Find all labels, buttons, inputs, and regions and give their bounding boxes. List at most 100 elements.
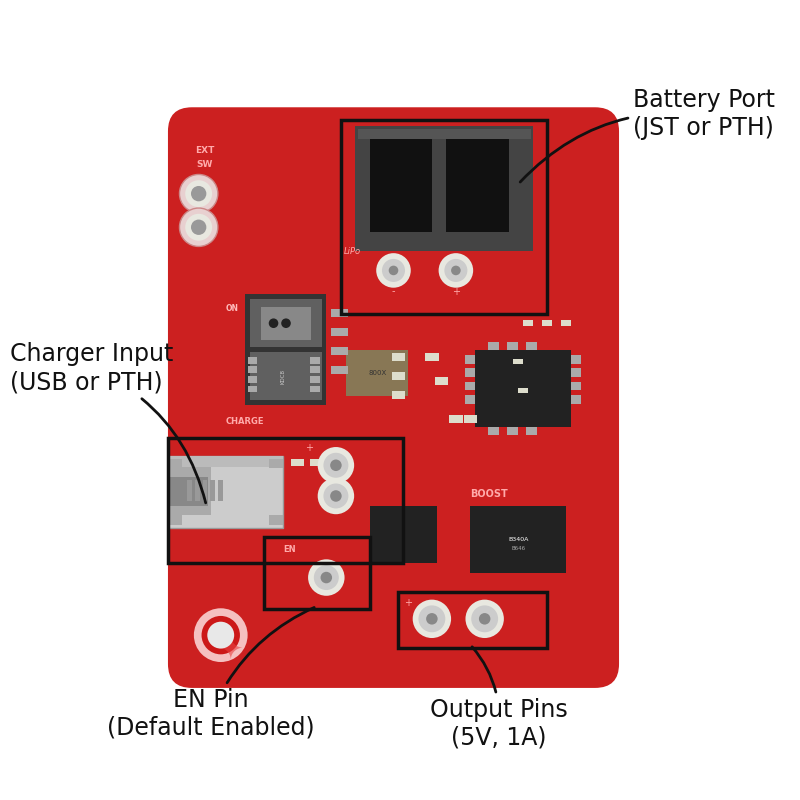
Bar [210,480,215,501]
Text: Output Pins
(5V, 1A): Output Pins (5V, 1A) [430,647,568,750]
Circle shape [282,318,291,328]
Bar [331,328,348,336]
Bar [526,342,538,350]
Bar [291,458,304,466]
Bar [299,442,371,524]
Text: Battery Port
(JST or PTH): Battery Port (JST or PTH) [520,88,775,182]
Bar [391,391,405,399]
Text: SW: SW [196,160,213,170]
Bar [523,320,533,326]
Circle shape [191,219,206,235]
Bar [248,357,258,363]
Text: +: + [305,443,313,453]
Circle shape [451,266,461,275]
Bar [514,358,523,365]
Bar [466,368,475,377]
Text: EXT: EXT [194,146,214,155]
Bar [331,366,348,374]
Bar [168,438,403,563]
Circle shape [194,608,248,662]
Bar [526,427,538,434]
Circle shape [413,600,451,638]
Circle shape [443,131,497,185]
Circle shape [202,616,240,654]
Bar [370,136,432,232]
Circle shape [479,613,490,625]
Text: ON: ON [226,304,239,314]
Bar [370,506,437,563]
Circle shape [330,490,342,502]
Bar [218,480,222,501]
Text: -: - [546,598,549,609]
Bar [278,542,365,605]
Bar [506,342,518,350]
Bar [310,386,319,392]
Bar [248,376,258,382]
Bar [168,467,211,515]
Text: EN: EN [283,546,296,554]
Text: 800X: 800X [368,370,386,376]
Bar [346,350,408,396]
Circle shape [389,266,398,275]
Bar [571,395,581,404]
Bar [470,506,566,573]
Circle shape [323,453,348,478]
Circle shape [191,186,206,202]
Circle shape [314,565,338,590]
Bar [446,136,509,232]
Bar [264,538,370,610]
Bar [168,515,182,525]
Bar [391,372,405,380]
Circle shape [318,478,354,514]
Bar [562,320,571,326]
Bar [195,480,200,501]
Bar [250,299,322,347]
Bar [310,366,319,373]
Bar [331,309,348,317]
Circle shape [186,180,212,207]
Text: LiPo: LiPo [344,246,361,256]
Bar [269,515,283,525]
Bar [487,342,499,350]
Circle shape [451,139,490,178]
Bar [310,458,323,466]
Bar [399,594,548,644]
Bar [475,350,571,427]
Circle shape [269,318,278,328]
Text: Charger Input
(USB or PTH): Charger Input (USB or PTH) [10,342,206,503]
Text: -: - [392,286,395,297]
Bar [310,357,319,363]
Circle shape [179,208,218,246]
FancyBboxPatch shape [168,107,619,688]
Bar [168,458,182,468]
Bar [310,376,319,382]
Circle shape [426,613,438,625]
Text: KDC8: KDC8 [281,369,286,383]
Bar [168,477,208,506]
Circle shape [382,259,405,282]
Bar [258,352,310,400]
Circle shape [438,253,473,288]
Bar [463,415,477,423]
Bar [331,347,348,355]
Circle shape [457,145,484,171]
Bar [434,377,448,385]
Bar [398,592,547,648]
Bar [571,382,581,390]
Bar [466,395,475,404]
Bar [391,353,405,361]
Text: CHARGE: CHARGE [226,417,264,426]
Circle shape [179,174,218,213]
Circle shape [308,559,345,596]
Bar [355,126,533,251]
Circle shape [418,606,446,632]
Bar [506,427,518,434]
Bar [466,382,475,390]
Bar [248,366,258,373]
Bar [250,352,322,400]
Bar [168,456,283,528]
Circle shape [466,600,504,638]
Circle shape [323,483,348,509]
Bar [425,353,438,361]
Bar [487,427,499,434]
